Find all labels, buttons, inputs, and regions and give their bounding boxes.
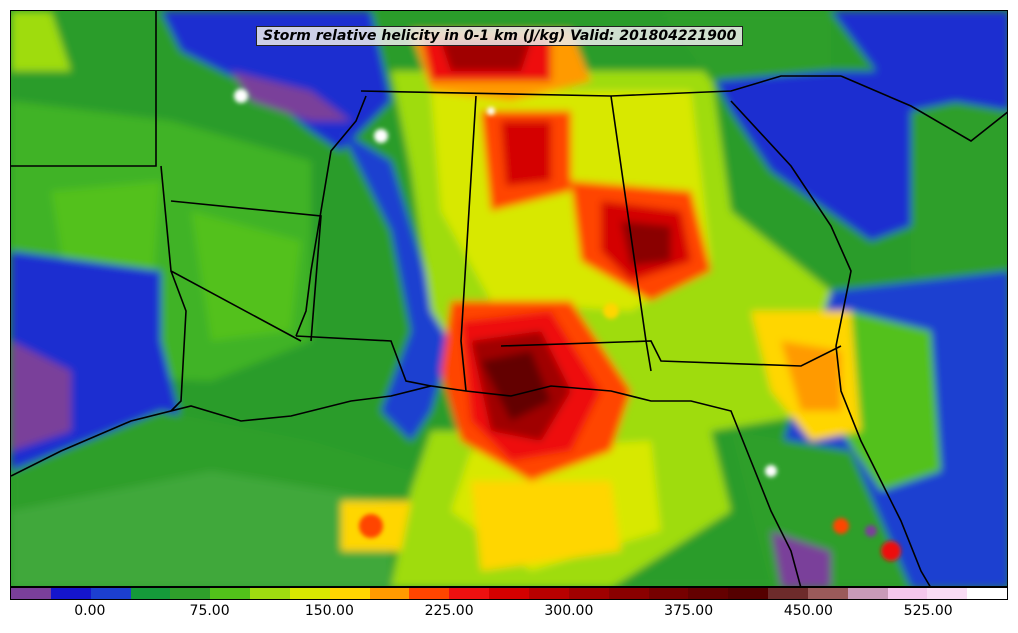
colorbar-segment (768, 588, 808, 599)
colorbar-tick-label: 525.00 (903, 603, 953, 619)
colorbar-segment (130, 588, 171, 599)
colorbar-segment (648, 588, 689, 599)
colorbar-segment (967, 588, 1008, 599)
map-title: Storm relative helicity in 0-1 km (J/kg)… (256, 26, 744, 46)
colorbar-segment (489, 588, 529, 599)
colorbar-tick-label: 75.00 (189, 603, 230, 619)
colorbar-tick-label: 300.00 (544, 603, 594, 619)
colorbar-segment (170, 588, 211, 599)
colorbar-segment (608, 588, 649, 599)
colorbar-segment (210, 588, 251, 599)
colorbar-segment (90, 588, 131, 599)
colorbar-segment (449, 588, 490, 599)
boundary-lines (11, 11, 1007, 586)
colorbar-segment (927, 588, 968, 599)
map-panel: Storm relative helicity in 0-1 km (J/kg)… (10, 10, 1008, 587)
colorbar-segment (329, 588, 370, 599)
colorbar-segment (409, 588, 450, 599)
colorbar-segment (807, 588, 848, 599)
colorbar-segment (887, 588, 928, 599)
colorbar-segment (728, 588, 769, 599)
colorbar-tick-label: 375.00 (664, 603, 714, 619)
colorbar-segment (688, 588, 729, 599)
colorbar-segment (528, 588, 569, 599)
colorbar (10, 587, 1008, 600)
colorbar-segment (369, 588, 410, 599)
colorbar-segment (847, 588, 888, 599)
colorbar-tick-label: 450.00 (783, 603, 833, 619)
colorbar-segment (289, 588, 330, 599)
colorbar-tick-label: 225.00 (424, 603, 474, 619)
colorbar-segment (50, 588, 91, 599)
colorbar-tick-label: 150.00 (304, 603, 354, 619)
colorbar-segment (250, 588, 290, 599)
colorbar-tick-label: 0.00 (74, 603, 106, 619)
colorbar-segment (11, 588, 51, 599)
colorbar-segment (568, 588, 609, 599)
helicity-map (11, 11, 1007, 586)
colorbar-tick-labels: 0.00 75.00 150.00 225.00 300.00 375.00 450.00 5… (10, 601, 1008, 623)
